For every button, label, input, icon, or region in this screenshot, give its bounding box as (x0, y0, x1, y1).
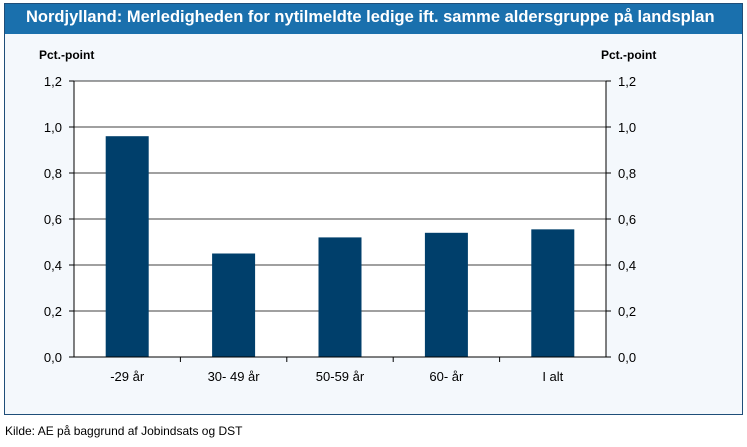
y-tick-label-right: 1,2 (618, 74, 636, 89)
y-tick-label-left: 0,0 (44, 350, 62, 365)
x-tick-label: 60- år (429, 369, 464, 384)
chart-title: Nordjylland: Merledigheden for nytilmeld… (26, 8, 715, 26)
title-bar: Nordjylland: Merledigheden for nytilmeld… (5, 4, 742, 34)
axis-ticks (69, 80, 611, 362)
y-tick-label-left: 0,6 (44, 212, 62, 227)
x-tick-label: I alt (542, 369, 563, 384)
bar (424, 232, 468, 357)
y-tick-label-left: 0,2 (44, 304, 62, 319)
x-tick-label: 30- 49 år (208, 369, 261, 384)
y-tick-label-left: 0,4 (44, 258, 62, 273)
axis-labels: 0,0 0,0 0,2 0,2 0,4 0,4 0,6 0,6 0,8 0,8 1,0 1,0 1,2 1… (44, 74, 636, 384)
y-tick-label-right: 0,6 (618, 212, 636, 227)
y-tick-label-right: 1,0 (618, 120, 636, 135)
y-axis-label-left: Pct.-point (39, 48, 94, 62)
x-tick-label: -29 år (110, 369, 145, 384)
y-tick-label-right: 0,0 (618, 350, 636, 365)
y-axis-label-right: Pct.-point (601, 48, 656, 62)
source-note: Kilde: AE på baggrund af Jobindsats og D… (5, 424, 243, 438)
bars (105, 136, 575, 357)
y-tick-label-right: 0,2 (618, 304, 636, 319)
bar (531, 229, 575, 357)
bar (212, 253, 256, 357)
bar (318, 237, 362, 357)
y-tick-label-left: 1,0 (44, 120, 62, 135)
y-tick-label-left: 0,8 (44, 166, 62, 181)
x-tick-label: 50-59 år (316, 369, 365, 384)
y-tick-label-left: 1,2 (44, 74, 62, 89)
y-tick-label-right: 0,8 (618, 166, 636, 181)
bar (105, 136, 149, 357)
y-tick-label-right: 0,4 (618, 258, 636, 273)
